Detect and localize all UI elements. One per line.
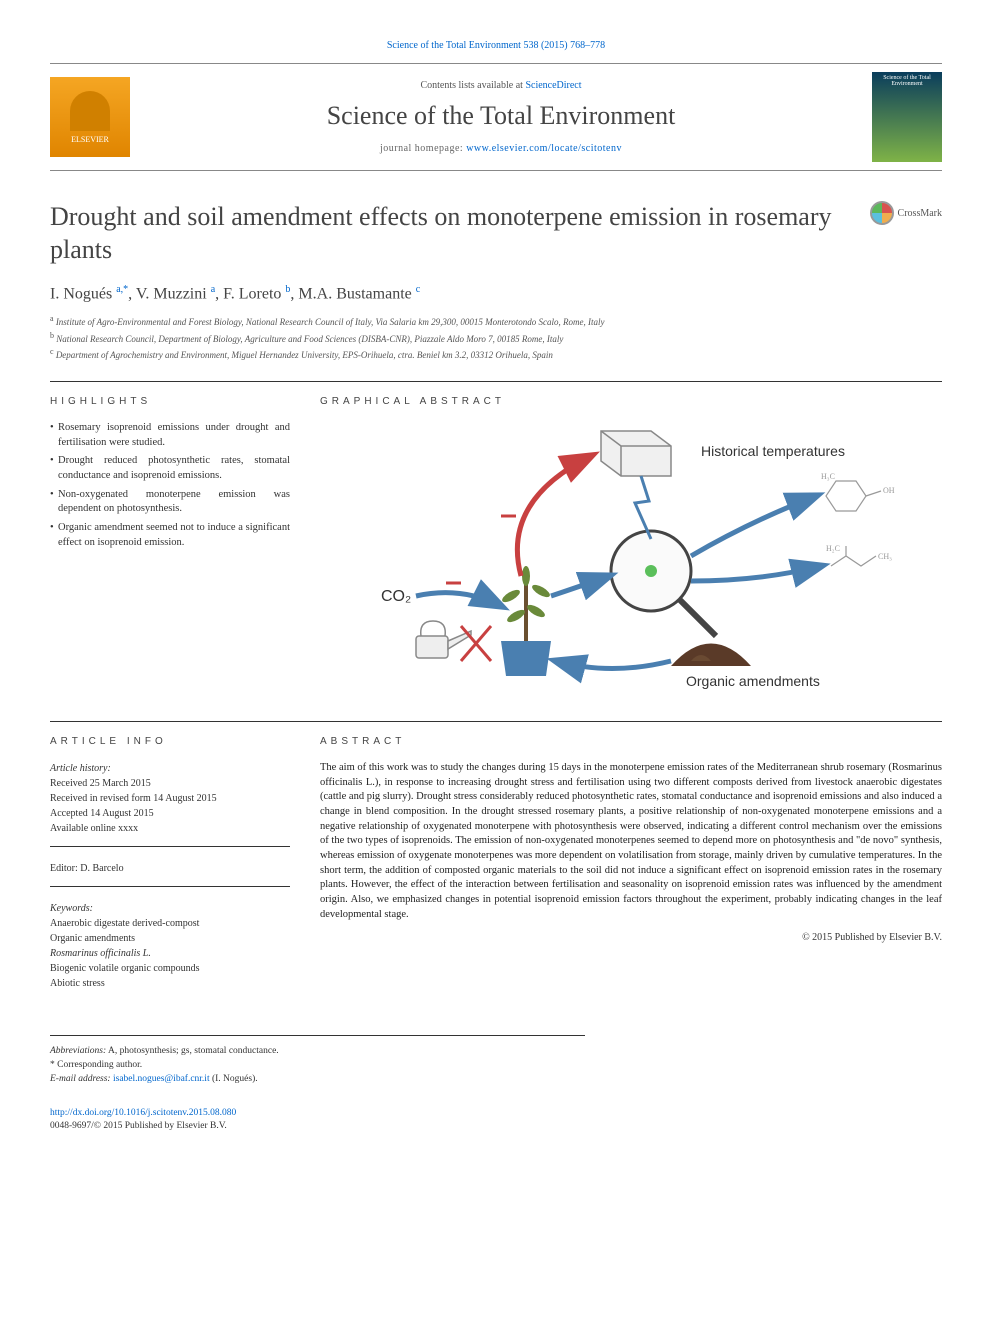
article-title: Drought and soil amendment effects on mo…: [50, 201, 870, 266]
history-online: Available online xxxx: [50, 821, 290, 836]
graphical-abstract-column: GRAPHICAL ABSTRACT: [320, 396, 942, 701]
page-container: Science of the Total Environment 538 (20…: [0, 0, 992, 1173]
editor-label: Editor: D. Barcelo: [50, 861, 290, 876]
highlights-column: HIGHLIGHTS Rosemary isoprenoid emissions…: [50, 396, 290, 701]
highlight-item: Non-oxygenated monoterpene emission was …: [50, 488, 290, 517]
homepage-link[interactable]: www.elsevier.com/locate/scitotenv: [466, 143, 622, 154]
keyword-item: Rosmarinus officinalis L.: [50, 946, 290, 961]
article-history-block: Article history: Received 25 March 2015 …: [50, 761, 290, 847]
corresponding-author-line: * Corresponding author.: [50, 1058, 585, 1072]
graphical-abstract-figure: Historical temperatures CO₂: [320, 421, 942, 701]
contents-prefix: Contents lists available at: [420, 80, 525, 91]
info-abstract-row: ARTICLE INFO Article history: Received 2…: [50, 721, 942, 1005]
title-row: Drought and soil amendment effects on mo…: [50, 201, 942, 266]
highlights-graphical-row: HIGHLIGHTS Rosemary isoprenoid emissions…: [50, 381, 942, 701]
lightning-icon: [635, 476, 651, 539]
graphical-abstract-svg: Historical temperatures CO₂: [320, 421, 942, 701]
article-history-label: Article history:: [50, 761, 290, 776]
ga-label-co2: CO₂: [381, 588, 411, 605]
elsevier-logo-text: ELSEVIER: [71, 135, 109, 144]
keywords-label: Keywords:: [50, 901, 290, 916]
email-author: (I. Nogués).: [210, 1074, 258, 1084]
issn-line: 0048-9697/© 2015 Published by Elsevier B…: [50, 1121, 227, 1131]
cover-title: Science of the Total Environment: [883, 75, 931, 87]
sciencedirect-link[interactable]: ScienceDirect: [525, 80, 581, 91]
arrow-magnifier-to-mol1: [691, 496, 816, 556]
article-info-body: Article history: Received 25 March 2015 …: [50, 761, 290, 991]
arrow-magnifier-to-mol2: [691, 566, 821, 581]
journal-header-band: ELSEVIER Contents lists available at Sci…: [50, 63, 942, 171]
abbrev-label: Abbreviations:: [50, 1046, 106, 1056]
history-revised: Received in revised form 14 August 2015: [50, 791, 290, 806]
ga-label-organic: Organic amendments: [686, 673, 820, 689]
crossmark-badge[interactable]: CrossMark: [870, 201, 942, 225]
arrow-plant-to-magnifier: [551, 576, 609, 596]
highlight-item: Organic amendment seemed not to induce a…: [50, 521, 290, 550]
history-accepted: Accepted 14 August 2015: [50, 806, 290, 821]
molecule-1-icon: OH H₃C: [821, 472, 895, 511]
magnifier-icon: [611, 531, 716, 636]
crossmark-icon: [870, 201, 894, 225]
molecule-2-icon: H₂C CH₃: [826, 544, 892, 566]
keyword-item: Biogenic volatile organic compounds: [50, 961, 290, 976]
highlights-list: Rosemary isoprenoid emissions under drou…: [50, 421, 290, 551]
archive-box-icon: [601, 431, 671, 476]
highlight-item: Drought reduced photosynthetic rates, st…: [50, 454, 290, 483]
band-center: Contents lists available at ScienceDirec…: [130, 80, 872, 154]
email-link[interactable]: isabel.nogues@ibaf.cnr.it: [113, 1074, 210, 1084]
svg-text:H₃C: H₃C: [821, 472, 835, 481]
affiliations: a Institute of Agro-Environmental and Fo…: [50, 313, 942, 363]
svg-text:CH₃: CH₃: [878, 552, 892, 561]
arrow-soil-to-pot: [556, 661, 671, 669]
journal-homepage-line: journal homepage: www.elsevier.com/locat…: [130, 143, 872, 154]
journal-name: Science of the Total Environment: [130, 101, 872, 131]
footnotes-block: Abbreviations: A, photosynthesis; gs, st…: [50, 1035, 585, 1087]
abbreviations-line: Abbreviations: A, photosynthesis; gs, st…: [50, 1044, 585, 1058]
svg-text:H₂C: H₂C: [826, 544, 840, 553]
soil-pile-icon: [671, 643, 751, 666]
potted-plant-icon: [500, 566, 551, 676]
journal-cover-thumbnail: Science of the Total Environment: [872, 72, 942, 162]
abstract-heading: ABSTRACT: [320, 736, 942, 747]
highlights-heading: HIGHLIGHTS: [50, 396, 290, 407]
header-citation: Science of the Total Environment 538 (20…: [50, 40, 942, 51]
author-list: I. Nogués a,*, V. Muzzini a, F. Loreto b…: [50, 284, 942, 303]
ga-label-historical: Historical temperatures: [701, 443, 845, 459]
footer-block: http://dx.doi.org/10.1016/j.scitotenv.20…: [50, 1107, 942, 1134]
svg-text:OH: OH: [883, 486, 895, 495]
email-label: E-mail address:: [50, 1074, 113, 1084]
doi-link[interactable]: http://dx.doi.org/10.1016/j.scitotenv.20…: [50, 1108, 236, 1118]
elsevier-logo: ELSEVIER: [50, 77, 130, 157]
keywords-list: Anaerobic digestate derived-compostOrgan…: [50, 916, 290, 991]
history-received: Received 25 March 2015: [50, 776, 290, 791]
highlight-item: Rosemary isoprenoid emissions under drou…: [50, 421, 290, 450]
abstract-text: The aim of this work was to study the ch…: [320, 761, 942, 923]
article-info-heading: ARTICLE INFO: [50, 736, 290, 747]
keywords-block: Keywords: Anaerobic digestate derived-co…: [50, 901, 290, 991]
article-info-column: ARTICLE INFO Article history: Received 2…: [50, 736, 290, 1005]
keyword-item: Organic amendments: [50, 931, 290, 946]
abbrev-text: A, photosynthesis; gs, stomatal conducta…: [106, 1046, 279, 1056]
crossmark-label: CrossMark: [898, 208, 942, 219]
keyword-item: Anaerobic digestate derived-compost: [50, 916, 290, 931]
arrow-plant-to-box: [517, 456, 591, 576]
homepage-prefix: journal homepage:: [380, 143, 466, 154]
graphical-abstract-heading: GRAPHICAL ABSTRACT: [320, 396, 942, 407]
copyright-line: © 2015 Published by Elsevier B.V.: [320, 932, 942, 943]
abstract-column: ABSTRACT The aim of this work was to stu…: [320, 736, 942, 1005]
arrow-co2-to-plant: [416, 592, 501, 605]
editor-block: Editor: D. Barcelo: [50, 861, 290, 887]
contents-lists-line: Contents lists available at ScienceDirec…: [130, 80, 872, 91]
keyword-item: Abiotic stress: [50, 976, 290, 991]
email-line: E-mail address: isabel.nogues@ibaf.cnr.i…: [50, 1072, 585, 1086]
elsevier-tree-icon: [70, 91, 110, 131]
